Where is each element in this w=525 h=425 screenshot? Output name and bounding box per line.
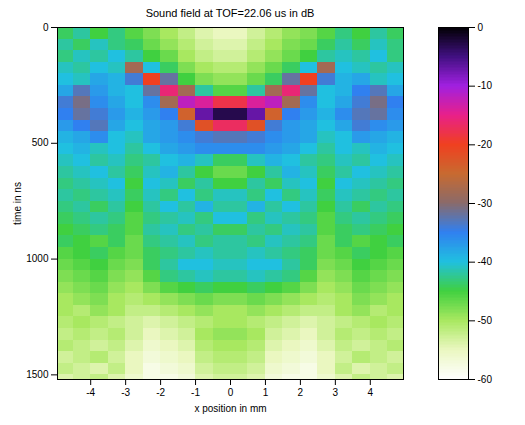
svg-text:1: 1 [263, 387, 269, 398]
svg-text:-30: -30 [478, 198, 493, 209]
svg-text:2: 2 [298, 387, 304, 398]
svg-text:-40: -40 [478, 256, 493, 267]
svg-text:-60: -60 [478, 374, 493, 385]
svg-text:x position in mm: x position in mm [194, 403, 266, 414]
svg-text:-1: -1 [191, 387, 200, 398]
svg-text:-3: -3 [121, 387, 130, 398]
svg-text:500: 500 [32, 137, 49, 148]
svg-text:-10: -10 [478, 80, 493, 91]
svg-text:0: 0 [478, 22, 484, 33]
svg-text:-20: -20 [478, 139, 493, 150]
svg-text:1500: 1500 [26, 369, 49, 380]
svg-text:4: 4 [368, 387, 374, 398]
html-text:Sound field at TOF=22.06 us in: Sound field at TOF=22.06 us in dB [145, 7, 315, 19]
svg-text:-50: -50 [478, 315, 493, 326]
svg-text:time in ns: time in ns [12, 182, 23, 225]
svg-text:-2: -2 [156, 387, 165, 398]
svg-text:3: 3 [333, 387, 339, 398]
svg-text:0: 0 [43, 22, 49, 33]
svg-text:1000: 1000 [26, 253, 49, 264]
svg-text:-4: -4 [86, 387, 95, 398]
svg-text:0: 0 [228, 387, 234, 398]
